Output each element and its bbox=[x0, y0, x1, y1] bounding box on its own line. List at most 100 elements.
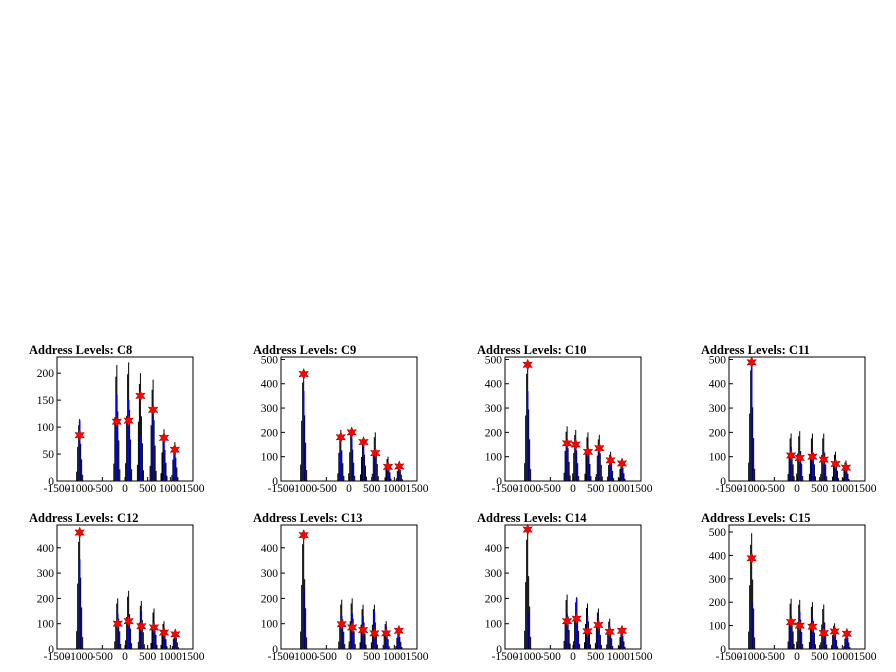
peak-marker bbox=[346, 621, 358, 634]
peak-marker bbox=[357, 623, 369, 637]
x-tick-label: -1000 bbox=[738, 483, 765, 495]
peak-marker bbox=[807, 620, 818, 633]
peak-marker bbox=[593, 442, 605, 455]
x-tick-label: 1500 bbox=[182, 651, 205, 663]
peak-marker bbox=[380, 627, 392, 640]
x-tick-label: 500 bbox=[139, 651, 157, 663]
y-tick-label: 50 bbox=[43, 449, 55, 461]
peak-marker bbox=[616, 457, 628, 470]
y-tick-label: 200 bbox=[709, 597, 727, 609]
peak-marker bbox=[522, 523, 533, 536]
x-tick-label: -1500 bbox=[492, 651, 519, 663]
y-tick-label: 200 bbox=[485, 593, 503, 605]
y-tick-label: 200 bbox=[37, 593, 55, 605]
peak-marker bbox=[170, 628, 181, 641]
peak-marker bbox=[571, 612, 582, 625]
x-tick-label: -1000 bbox=[514, 651, 541, 663]
x-tick-label: 0 bbox=[570, 651, 576, 663]
x-tick-label: -1500 bbox=[716, 483, 743, 495]
y-tick-label: 500 bbox=[709, 527, 727, 539]
peak-marker bbox=[382, 460, 394, 474]
y-tick-label: 100 bbox=[261, 452, 279, 464]
y-tick-label: 0 bbox=[272, 476, 278, 488]
y-tick-label: 400 bbox=[261, 379, 279, 391]
chart-title: Address Levels: C8 bbox=[29, 343, 132, 357]
peak-marker bbox=[123, 414, 134, 427]
x-tick-label: 1000 bbox=[383, 483, 406, 495]
peak-marker bbox=[135, 389, 146, 402]
peak-marker bbox=[561, 615, 573, 628]
y-tick-label: 0 bbox=[720, 476, 726, 488]
peak-marker bbox=[830, 457, 841, 471]
x-tick-label: -1500 bbox=[716, 651, 743, 663]
x-tick-label: 1000 bbox=[831, 651, 854, 663]
x-tick-label: 1500 bbox=[182, 483, 205, 495]
x-tick-label: -1000 bbox=[66, 483, 93, 495]
x-tick-label: -1000 bbox=[290, 651, 317, 663]
y-tick-label: 200 bbox=[37, 368, 55, 380]
x-tick-label: -500 bbox=[764, 651, 785, 663]
peak-marker bbox=[582, 625, 593, 638]
x-tick-label: -1000 bbox=[514, 483, 541, 495]
peak-marker bbox=[369, 627, 380, 640]
chart-title: Address Levels: C13 bbox=[253, 511, 363, 525]
chart-panel: Address Levels: C15 0 100 200 300 400 500 -1500… bbox=[701, 511, 877, 663]
chart-title: Address Levels: C12 bbox=[29, 511, 139, 525]
y-tick-label: 400 bbox=[261, 543, 279, 555]
chart-panel: Address Levels: C14 0 100 200 300 400 -1500-10… bbox=[477, 511, 653, 663]
y-tick-label: 100 bbox=[709, 621, 727, 633]
x-tick-label: -500 bbox=[764, 483, 785, 495]
x-tick-label: 0 bbox=[346, 483, 352, 495]
y-tick-label: 200 bbox=[485, 427, 503, 439]
peak-marker bbox=[616, 624, 628, 637]
y-tick-label: 500 bbox=[709, 354, 727, 366]
peak-marker bbox=[829, 625, 840, 638]
y-tick-label: 200 bbox=[261, 427, 279, 439]
x-tick-label: 1500 bbox=[406, 651, 429, 663]
x-tick-label: 1500 bbox=[854, 651, 877, 663]
y-tick-label: 0 bbox=[720, 644, 726, 656]
peak-marker bbox=[746, 356, 757, 369]
x-tick-label: -1000 bbox=[66, 651, 93, 663]
x-tick-label: -500 bbox=[92, 483, 113, 495]
y-tick-label: 300 bbox=[37, 568, 55, 580]
y-tick-label: 300 bbox=[485, 403, 503, 415]
y-tick-label: 500 bbox=[261, 354, 279, 366]
peak-marker bbox=[794, 619, 806, 632]
y-tick-label: 0 bbox=[272, 644, 278, 656]
peak-marker bbox=[298, 528, 309, 542]
x-tick-label: -500 bbox=[92, 651, 113, 663]
peak-marker bbox=[358, 435, 369, 449]
peak-marker bbox=[394, 460, 405, 473]
y-tick-label: 400 bbox=[709, 379, 727, 391]
peak-marker bbox=[123, 615, 134, 628]
peak-marker bbox=[74, 526, 85, 539]
chart-panel: Address Levels: C13 0 100 200 300 400 -1500-10… bbox=[253, 511, 429, 663]
y-tick-label: 100 bbox=[261, 619, 279, 631]
peak-marker bbox=[158, 431, 170, 445]
x-tick-label: 1000 bbox=[607, 651, 630, 663]
peak-marker bbox=[818, 453, 830, 466]
y-tick-label: 300 bbox=[709, 574, 727, 586]
peak-marker bbox=[605, 454, 616, 467]
y-tick-label: 100 bbox=[485, 619, 503, 631]
chart-panel: Address Levels: C11 0 100 200 300 400 500 -1500… bbox=[701, 343, 877, 495]
peak-marker bbox=[746, 552, 757, 565]
chart-panel: Address Levels: C10 0 100 200 300 400 500 -1500… bbox=[477, 343, 653, 495]
peak-marker bbox=[369, 446, 381, 460]
y-tick-label: 400 bbox=[709, 550, 727, 562]
x-tick-label: 1000 bbox=[159, 483, 182, 495]
y-tick-label: 500 bbox=[485, 354, 503, 366]
x-tick-label: -500 bbox=[316, 483, 337, 495]
chart-title: Address Levels: C11 bbox=[701, 343, 810, 357]
peak-marker bbox=[582, 445, 594, 458]
x-tick-label: -1500 bbox=[44, 651, 71, 663]
x-tick-label: 1000 bbox=[159, 651, 182, 663]
x-tick-label: 0 bbox=[122, 483, 128, 495]
peak-marker bbox=[807, 450, 818, 463]
x-tick-label: 0 bbox=[346, 651, 352, 663]
chart-title: Address Levels: C14 bbox=[477, 511, 587, 525]
x-tick-label: 500 bbox=[811, 651, 829, 663]
chart-panel: Address Levels: C12 0 100 200 300 400 -1500-10… bbox=[29, 511, 205, 663]
chart-panel: Address Levels: C8 0 50 100 150 200 -1500-1000… bbox=[29, 343, 205, 495]
